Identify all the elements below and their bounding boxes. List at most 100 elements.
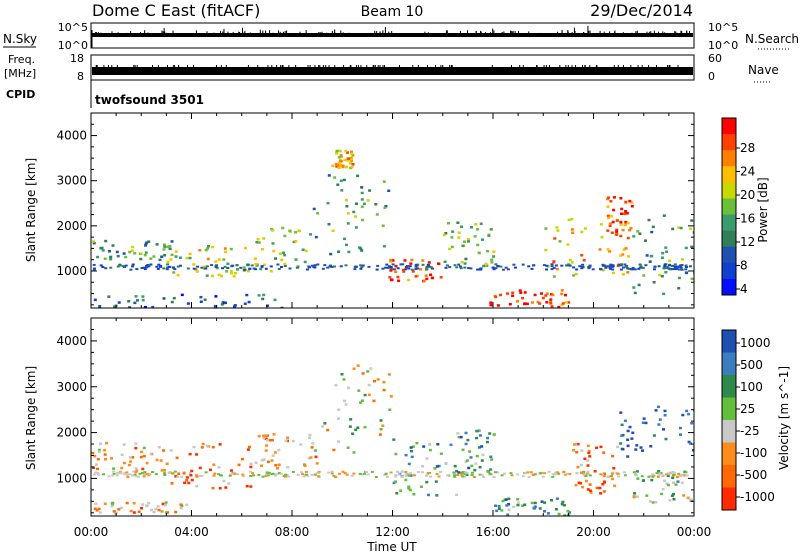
heatmap-cell — [266, 460, 270, 464]
heatmap-cell — [634, 448, 638, 451]
heatmap-cell — [335, 152, 339, 155]
heatmap-cell — [492, 268, 496, 271]
heatmap-cell — [359, 401, 363, 404]
heatmap-cell — [650, 254, 654, 258]
heatmap-cell — [476, 268, 480, 271]
heatmap-cell — [610, 472, 614, 475]
heatmap-cell — [392, 481, 396, 485]
heatmap-cell — [162, 297, 166, 300]
heatmap-cell — [342, 178, 346, 182]
heatmap-cell — [367, 265, 371, 268]
power-ylabel: Slant Range [km] — [24, 158, 38, 262]
freq-panel: Freq. [MHz] 18 8 60 0 Nave CPID twofsoun… — [4, 52, 779, 108]
heatmap-cell — [262, 293, 266, 297]
heatmap-cell — [313, 473, 317, 476]
heatmap-cell — [641, 449, 644, 452]
heatmap-cell — [159, 459, 163, 462]
heatmap-cell — [261, 475, 265, 478]
heatmap-cell — [606, 205, 610, 208]
heatmap-cell — [96, 472, 100, 475]
heatmap-cell — [160, 510, 164, 513]
heatmap-cell — [568, 511, 572, 514]
heatmap-cell — [479, 268, 483, 271]
heatmap-cell — [461, 475, 465, 478]
heatmap-cell — [586, 464, 590, 467]
heatmap-cell — [187, 481, 191, 485]
heatmap-cell — [460, 260, 464, 264]
heatmap-cell — [586, 488, 590, 491]
heatmap-cell — [435, 473, 439, 475]
heatmap-cell — [657, 472, 661, 475]
heatmap-cell — [651, 225, 655, 229]
heatmap-cell — [488, 472, 492, 475]
heatmap-cell — [500, 509, 504, 512]
heatmap-cell — [657, 405, 660, 409]
heatmap-cell — [321, 425, 325, 428]
heatmap-cell — [260, 464, 263, 467]
heatmap-cell — [505, 504, 509, 507]
heatmap-cell — [385, 475, 389, 478]
heatmap-cell — [442, 233, 446, 237]
heatmap-cell — [633, 474, 637, 476]
heatmap-cell — [550, 268, 554, 271]
heatmap-cell — [627, 255, 631, 258]
heatmap-cell — [213, 472, 217, 475]
heatmap-cell — [142, 446, 146, 450]
heatmap-cell — [176, 274, 180, 277]
heatmap-cell — [307, 456, 311, 460]
heatmap-cell — [356, 426, 360, 429]
heatmap-cell — [670, 494, 674, 497]
heatmap-cell — [138, 472, 142, 475]
heatmap-cell — [404, 268, 408, 271]
heatmap-cell — [589, 491, 593, 494]
heatmap-cell — [626, 236, 630, 240]
heatmap-cell — [245, 484, 249, 488]
heatmap-cell — [526, 471, 530, 474]
heatmap-cell — [552, 267, 556, 269]
heatmap-cell — [608, 222, 612, 225]
heatmap-cell — [389, 266, 393, 268]
heatmap-cell — [99, 264, 103, 267]
heatmap-cell — [410, 449, 413, 453]
heatmap-cell — [272, 249, 276, 253]
heatmap-cell — [601, 473, 604, 476]
heatmap-cell — [449, 443, 453, 447]
heatmap-cell — [573, 443, 576, 446]
heatmap-cell — [350, 474, 354, 477]
heatmap-cell — [283, 265, 287, 267]
colorbar-segment — [722, 230, 736, 248]
heatmap-cell — [396, 275, 400, 279]
heatmap-cell — [259, 267, 263, 271]
heatmap-cell — [663, 409, 667, 413]
heatmap-cell — [113, 305, 117, 308]
colorbar-tick-label: -100 — [740, 446, 767, 460]
heatmap-cell — [94, 471, 98, 474]
heatmap-cell — [241, 457, 244, 461]
heatmap-cell — [381, 267, 385, 270]
heatmap-cell — [337, 408, 341, 411]
heatmap-cell — [613, 484, 617, 488]
colorbar-segment — [722, 246, 736, 264]
heatmap-cell — [128, 473, 132, 476]
heatmap-cell — [141, 298, 145, 302]
heatmap-cell — [145, 472, 149, 475]
heatmap-cell — [566, 509, 570, 513]
heatmap-cell — [681, 258, 684, 261]
heatmap-cell — [550, 263, 554, 266]
heatmap-cell — [612, 208, 616, 212]
heatmap-cell — [392, 438, 396, 441]
heatmap-cell — [194, 268, 198, 271]
heatmap-cell — [357, 389, 361, 392]
heatmap-cell — [135, 268, 139, 270]
heatmap-cell — [602, 268, 606, 272]
heatmap-cell — [661, 251, 665, 255]
heatmap-cell — [96, 467, 99, 471]
heatmap-cell — [463, 262, 467, 265]
heatmap-cell — [609, 265, 613, 268]
heatmap-cell — [340, 189, 344, 192]
heatmap-cell — [92, 268, 96, 271]
heatmap-cell — [467, 240, 470, 243]
heatmap-cell — [308, 436, 312, 440]
heatmap-cell — [668, 499, 672, 502]
heatmap-cell — [170, 253, 174, 257]
